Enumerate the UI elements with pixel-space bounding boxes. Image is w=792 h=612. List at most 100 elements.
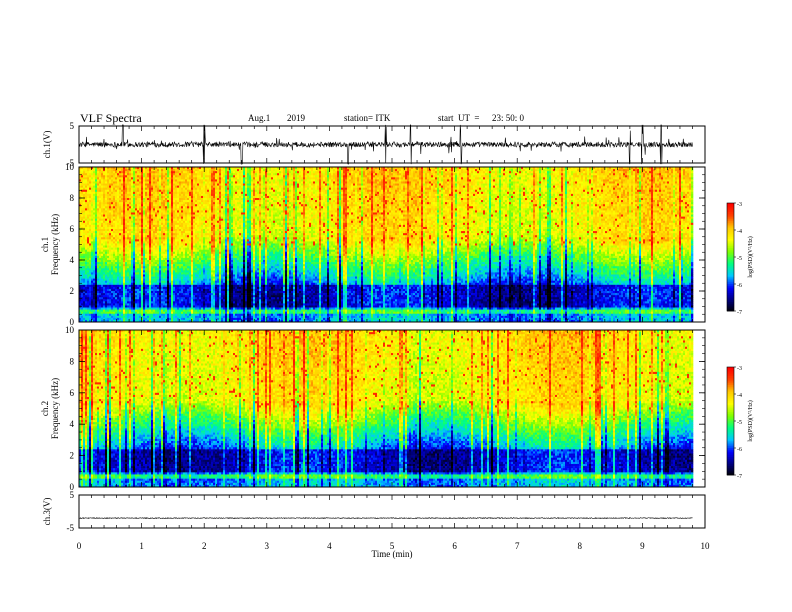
ch1-spectrogram-cell — [121, 308, 123, 310]
ch1-spectrogram-cell — [85, 223, 87, 225]
ch1-spectrogram-cell — [81, 173, 83, 175]
ch1-spectrogram-cell — [139, 198, 141, 200]
ch1-spectrogram-cell — [145, 233, 147, 235]
ch1-spectrogram-cell — [101, 190, 103, 192]
ch1-spectrogram-cell — [123, 289, 125, 291]
ch1-spectrogram-cell — [113, 299, 115, 301]
ch1-spectrogram-cell — [91, 243, 93, 245]
ch1-spectrogram-cell — [139, 177, 141, 179]
ch1-spectrogram-cell — [149, 241, 151, 243]
ch1-spectrogram-cell — [129, 308, 131, 310]
ch1-spectrogram-cell — [119, 316, 121, 318]
ch1-spectrogram-cell — [103, 229, 105, 231]
ch1-spectrogram-cell — [133, 171, 135, 173]
ch1-spectrogram-cell — [105, 248, 107, 250]
ch1-spectrogram-cell — [111, 262, 113, 264]
ch1-spectrogram-cell — [99, 270, 101, 272]
ch1-spectrogram-cell — [91, 194, 93, 196]
ch1-spectrogram-cell — [137, 181, 139, 183]
ch1-spectrogram-cell — [119, 258, 121, 260]
ch1-spectrogram-cell — [149, 229, 151, 231]
ch1-spectrogram-cell — [143, 287, 145, 289]
ch1-spectrogram-cell — [123, 279, 125, 281]
ch1-spectrogram-cell — [117, 308, 119, 310]
ch1-spectrogram-cell — [93, 281, 95, 283]
ch1-spectrogram-cell — [129, 305, 131, 307]
ch1-spectrogram-cell — [139, 283, 141, 285]
ch1-spectrogram-cell — [125, 223, 127, 225]
ch1-spectrogram-cell — [97, 241, 99, 243]
ch1-spectrogram-cell — [99, 229, 101, 231]
ch1-spectrogram-cell — [111, 305, 113, 307]
ch1-spectrogram-cell — [83, 246, 85, 248]
ch1-spectrogram-cell — [141, 287, 143, 289]
ch1-spectrogram-cell — [143, 258, 145, 260]
ch1-spectrogram-cell — [103, 285, 105, 287]
ch1-spectrogram-cell — [109, 287, 111, 289]
ch1-spectrogram-cell — [99, 204, 101, 206]
ch1-spectrogram-cell — [111, 254, 113, 256]
ch1-spectrogram-cell — [119, 283, 121, 285]
ch1-spectrogram-cell — [151, 202, 153, 204]
ch1-spectrogram-cell — [127, 268, 129, 270]
ch1-spectrogram-cell — [97, 169, 99, 171]
ch1-spectrogram-cell — [123, 299, 125, 301]
ch1-spectrogram-cell — [123, 184, 125, 186]
ch1-spectrogram-cell — [107, 210, 109, 212]
ch1-spectrogram-cell — [93, 239, 95, 241]
ch1-spectrogram-cell — [121, 272, 123, 274]
ch1-spectrogram-cell — [127, 262, 129, 264]
ch1-spectrogram-cell — [145, 308, 147, 310]
ch1-spectrogram-cell — [127, 289, 129, 291]
ch1-spectrogram-cell — [131, 212, 133, 214]
ch1-spectrogram-cell — [127, 227, 129, 229]
ch1-spectrogram-cell — [91, 239, 93, 241]
ch1-spectrogram-cell — [139, 225, 141, 227]
ch1-spectrogram-cell — [95, 250, 97, 252]
ch1-spectrogram-cell — [93, 200, 95, 202]
ch1-spectrogram-cell — [103, 256, 105, 258]
ch1-spectrogram-cell — [141, 243, 143, 245]
ch1-spectrogram-cell — [147, 186, 149, 188]
ch1-spectrogram-cell — [131, 188, 133, 190]
ch1-spectrogram-cell — [87, 184, 89, 186]
ch1-spectrogram-cell — [99, 239, 101, 241]
ch1-spectrogram-cell — [125, 301, 127, 303]
ch1-spectrogram-cell — [103, 258, 105, 260]
ch1-spectrogram-cell — [105, 260, 107, 262]
ch1-spectrogram-cell — [139, 250, 141, 252]
ch1-spectrogram-cell — [139, 190, 141, 192]
ch1-spectrogram-cell — [107, 256, 109, 258]
ch1-spectrogram-cell — [119, 206, 121, 208]
ch1-spectrogram-cell — [107, 274, 109, 276]
ch1-spectrogram-cell — [139, 231, 141, 233]
ch1-spectrogram-cell — [105, 316, 107, 318]
ch1-spectrogram-cell — [143, 293, 145, 295]
ch1-spectrogram-cell — [83, 169, 85, 171]
ch1-spectrogram-cell — [133, 231, 135, 233]
ch1-spectrogram-cell — [83, 221, 85, 223]
ch1-spectrogram-cell — [89, 264, 91, 266]
ch1-spectrogram-cell — [125, 279, 127, 281]
ch1-spectrogram-cell — [147, 277, 149, 279]
ch1-spectrogram-cell — [87, 258, 89, 260]
ch1-spectrogram-cell — [149, 297, 151, 299]
ch1-spectrogram-cell — [147, 281, 149, 283]
ch1-spectrogram-cell — [145, 196, 147, 198]
ch1-spectrogram-cell — [109, 308, 111, 310]
ch1-spectrogram-cell — [117, 186, 119, 188]
ch1-spectrogram-cell — [145, 289, 147, 291]
ch1-spectrogram-cell — [139, 202, 141, 204]
ch1-spectrogram-cell — [121, 264, 123, 266]
ch1-spectrogram-cell — [149, 237, 151, 239]
ch1-spectrogram-cell — [101, 184, 103, 186]
ch1-spectrogram-cell — [103, 227, 105, 229]
ch1-spectrogram-cell — [93, 266, 95, 268]
ch1-spectrogram-cell — [149, 299, 151, 301]
ch1-spectrogram-cell — [93, 250, 95, 252]
ch1-spectrogram-cell — [89, 279, 91, 281]
ch1-spectrogram-cell — [119, 223, 121, 225]
ch1-spectrogram-cell — [137, 310, 139, 312]
ch1-spectrogram-cell — [87, 229, 89, 231]
ch1-spectrogram-cell — [103, 301, 105, 303]
